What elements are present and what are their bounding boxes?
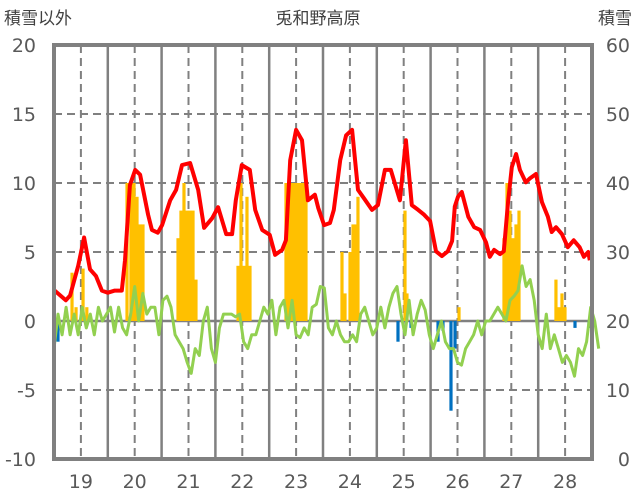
right-axis-title: 積雪: [598, 9, 632, 29]
snowfall-bar: [502, 238, 506, 321]
left-axis-title: 積雪以外: [4, 9, 72, 29]
right-tick-label: 30: [606, 242, 630, 264]
snowfall-bar: [242, 265, 246, 321]
decrease-bar: [396, 321, 400, 342]
snowfall-bar: [302, 183, 306, 321]
snowfall-bar: [296, 183, 300, 321]
other-line: [52, 264, 601, 378]
left-tick-label: 15: [12, 104, 36, 126]
x-tick-label: 25: [392, 471, 416, 493]
x-tick-label: 20: [123, 471, 147, 493]
left-tick-label: -5: [17, 380, 36, 402]
x-tick-label: 23: [284, 471, 308, 493]
snowfall-bar: [138, 224, 142, 321]
gridlines: [54, 45, 592, 459]
snow_depth-line: [52, 127, 592, 303]
snowfall-bar: [176, 238, 180, 321]
snowfall-bar: [284, 183, 288, 321]
x-tick-label: 21: [176, 471, 200, 493]
x-tick-label: 24: [338, 471, 362, 493]
snowfall-bar: [236, 265, 240, 321]
snowfall-bar: [403, 210, 407, 321]
x-tick-label: 19: [69, 471, 93, 493]
snowfall-bar: [179, 210, 183, 321]
bars: [56, 183, 591, 411]
snowfall-bar: [188, 210, 192, 321]
left-tick-label: 5: [24, 242, 36, 264]
snowfall-bar: [557, 307, 561, 321]
snowfall-bar: [560, 293, 564, 321]
right-tick-label: 20: [606, 311, 630, 333]
right-tick-label: 50: [606, 104, 630, 126]
left-tick-label: -10: [5, 449, 36, 471]
lines: [52, 127, 601, 461]
snowfall-bar: [351, 224, 355, 321]
right-tick-label: 10: [606, 380, 630, 402]
snowfall-bar: [74, 307, 78, 321]
x-tick-label: 26: [445, 471, 469, 493]
x-tick-label: 27: [499, 471, 523, 493]
snowfall-bar: [81, 268, 85, 321]
snowfall-bar: [356, 196, 360, 321]
snowfall-bar: [85, 307, 89, 321]
snowfall-bar: [508, 210, 512, 321]
decrease-bar: [56, 321, 60, 342]
snowfall-bar: [132, 183, 136, 321]
snowfall-bar: [511, 238, 515, 321]
snowfall-bar: [245, 196, 249, 321]
snowfall-bar: [457, 307, 461, 321]
snowfall-bar: [129, 183, 133, 321]
snowfall-bar: [185, 210, 189, 321]
snowfall-bar: [70, 272, 74, 321]
left-tick-label: 0: [24, 311, 36, 333]
snowfall-bar: [248, 265, 252, 321]
decrease-bar: [453, 321, 457, 349]
snowfall-bar: [287, 183, 291, 321]
snowfall-bar: [182, 183, 186, 321]
snowfall-bar: [517, 210, 521, 321]
left-tick-label: 20: [12, 35, 36, 57]
snowfall-bar: [141, 224, 145, 321]
chart-title: 兎和野高原: [276, 9, 361, 29]
snowfall-bar: [239, 183, 243, 321]
snowfall-bar: [563, 307, 567, 321]
snowfall-bar: [194, 279, 198, 321]
x-tick-label: 22: [230, 471, 254, 493]
snowfall-bar: [514, 224, 518, 321]
snowfall-bar: [135, 196, 139, 321]
right-tick-label: 0: [618, 449, 630, 471]
snowfall-bar: [293, 183, 297, 321]
snowfall-bar: [348, 252, 352, 321]
snowfall-bar: [290, 183, 294, 321]
snowfall-bar: [354, 224, 358, 321]
decrease-bar: [449, 321, 453, 411]
decrease-bar: [573, 321, 577, 328]
snowfall-bar: [505, 183, 509, 321]
snowfall-bar: [191, 210, 195, 321]
right-tick-label: 60: [606, 35, 630, 57]
plot-frame: [52, 43, 594, 461]
snowfall-bar: [299, 183, 303, 321]
snowfall-bar: [554, 279, 558, 321]
snowfall-bar: [340, 252, 344, 321]
left-tick-label: 10: [12, 173, 36, 195]
snowfall-bar: [304, 196, 308, 321]
right-tick-label: 40: [606, 173, 630, 195]
snowfall-bar: [343, 293, 347, 321]
x-tick-label: 28: [553, 471, 577, 493]
